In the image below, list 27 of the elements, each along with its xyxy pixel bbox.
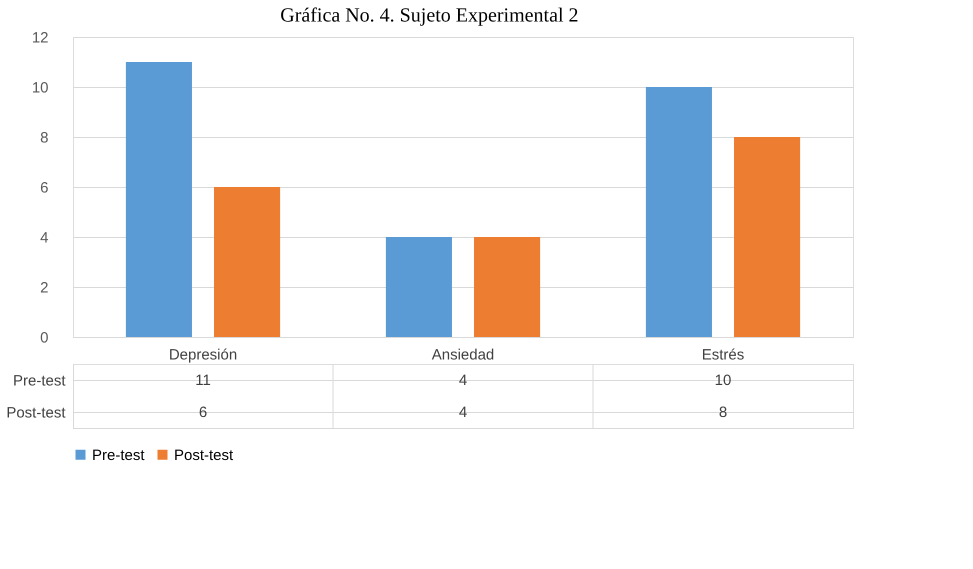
data-label: 10 <box>714 372 732 389</box>
bar <box>474 237 540 337</box>
y-tick-label: 6 <box>40 180 48 196</box>
data-label: 8 <box>718 404 728 421</box>
legend-label: Pre-test <box>92 446 146 464</box>
x-tick-label: Estrés <box>702 346 744 364</box>
x-tick-label: Depresión <box>168 346 238 364</box>
x-tick-label: Ansiedad <box>432 346 494 364</box>
bar <box>646 87 712 337</box>
legend-label: Post-test <box>174 446 234 464</box>
chart-title: Gráfica No. 4. Sujeto Experimental 2 <box>280 4 579 26</box>
y-tick-label: 4 <box>40 230 48 246</box>
y-tick-label: 0 <box>40 330 48 346</box>
data-label: 11 <box>195 372 211 389</box>
y-tick-label: 2 <box>40 280 48 296</box>
y-tick-label: 8 <box>40 130 48 146</box>
y-tick-label: 10 <box>32 80 48 96</box>
data-label: 4 <box>458 372 468 389</box>
y-tick-label: 12 <box>32 30 48 46</box>
bar <box>386 237 452 337</box>
text: Post-test <box>6 404 66 422</box>
data-label: 6 <box>198 404 208 421</box>
bar <box>126 62 192 337</box>
bar <box>214 187 280 337</box>
data-label: 4 <box>458 404 468 421</box>
text: Pre-test <box>12 372 66 390</box>
bar <box>734 137 800 337</box>
